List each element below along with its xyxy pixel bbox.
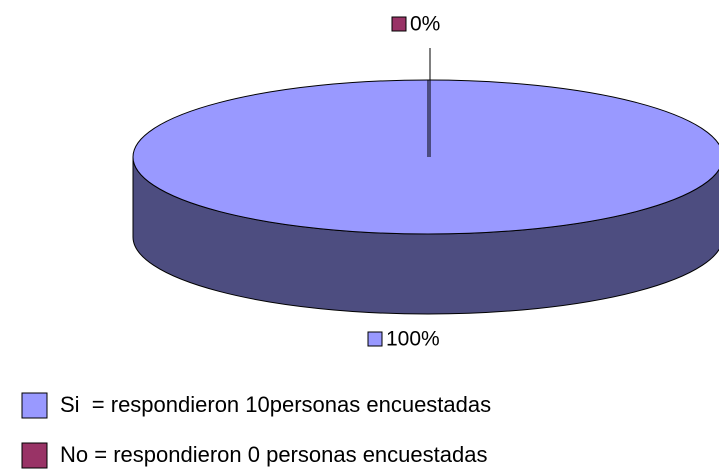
label-swatch [367,331,383,347]
pie-slice [132,79,719,235]
label-swatch [391,16,407,32]
legend-label: No = respondieron 0 personas encuestadas [60,442,487,467]
data-label: 100% [386,328,440,351]
legend-swatch [21,442,48,469]
data-label: 0% [410,13,440,36]
legend-label: Si = respondieron 10personas encuestadas [60,392,491,417]
legend-swatch [21,392,48,419]
